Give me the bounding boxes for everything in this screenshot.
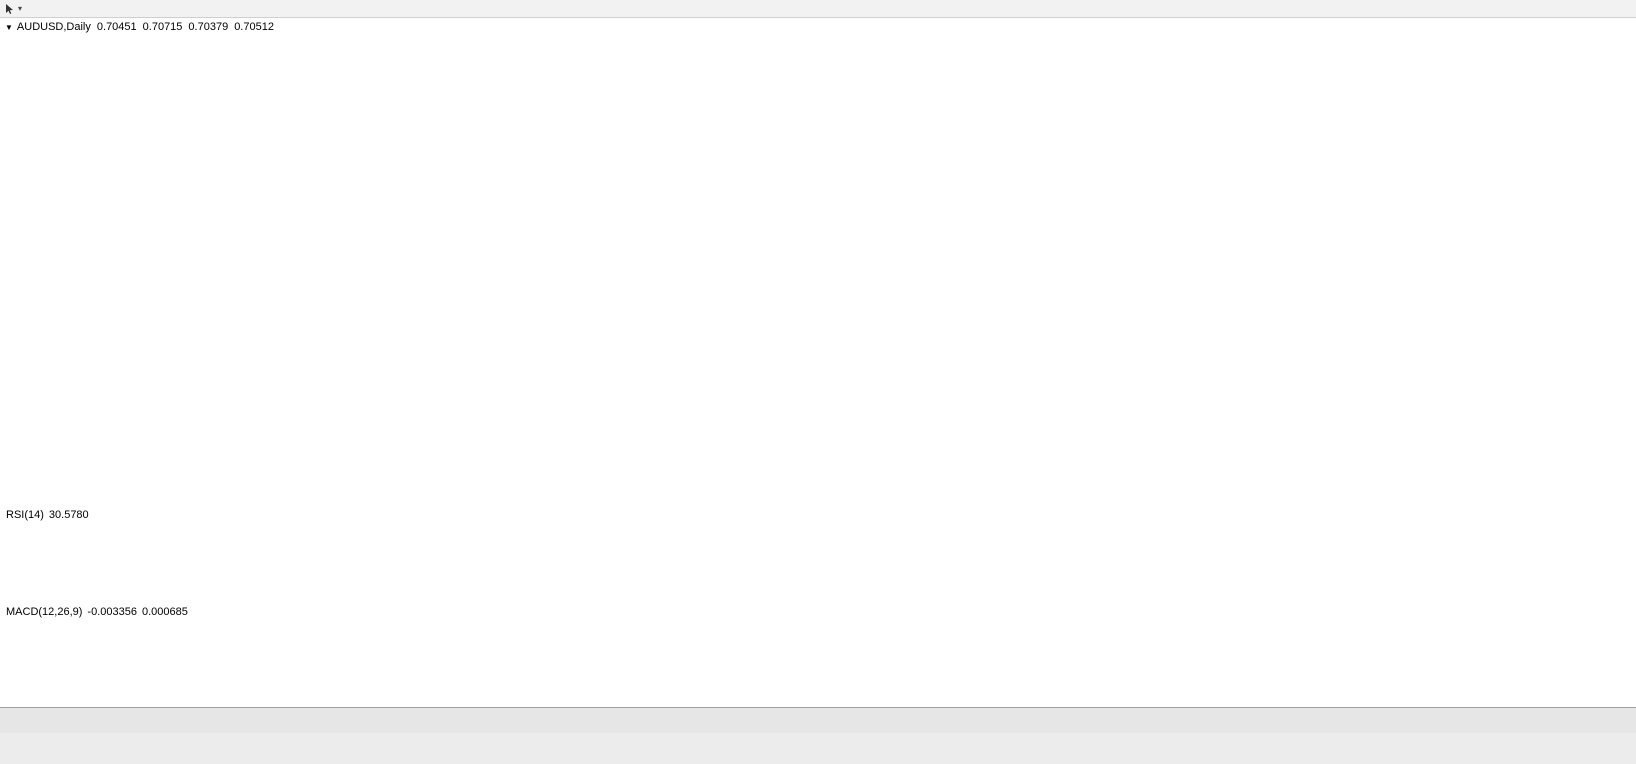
- chart-low-value: 0.70379: [188, 21, 229, 33]
- toolbar-dropdown-icon[interactable]: ▾: [18, 4, 23, 13]
- chart-tabs-bar: [0, 707, 1636, 733]
- macd-indicator-label: MACD(12,26,9) -0.003356 0.000685: [6, 606, 193, 618]
- chart-high-value: 0.70715: [142, 21, 183, 33]
- collapse-triangle-icon[interactable]: ▼: [5, 23, 13, 32]
- chart-symbol-label: AUDUSD,Daily: [16, 21, 91, 33]
- chart-open-value: 0.70451: [96, 21, 137, 33]
- rsi-value: 30.5780: [48, 509, 89, 521]
- chart-close-value: 0.70512: [234, 21, 274, 33]
- price-chart-canvas[interactable]: [0, 17, 1636, 707]
- status-area: [0, 733, 1636, 764]
- macd-signal-value: 0.000685: [141, 606, 188, 618]
- macd-main-value: -0.003356: [87, 606, 137, 618]
- pointer-icon: [6, 3, 13, 14]
- macd-name: MACD(12,26,9): [6, 606, 83, 618]
- timeframe-toolbar: ▾: [0, 0, 1636, 18]
- rsi-indicator-label: RSI(14) 30.5780: [6, 509, 94, 521]
- drawing-tool-icon[interactable]: [3, 2, 17, 16]
- chart-title: ▼ AUDUSD,Daily 0.70451 0.70715 0.70379 0.7051…: [5, 21, 274, 33]
- rsi-name: RSI(14): [6, 509, 44, 521]
- chart-window: ▼ AUDUSD,Daily 0.70451 0.70715 0.70379 0.7051…: [0, 17, 1636, 707]
